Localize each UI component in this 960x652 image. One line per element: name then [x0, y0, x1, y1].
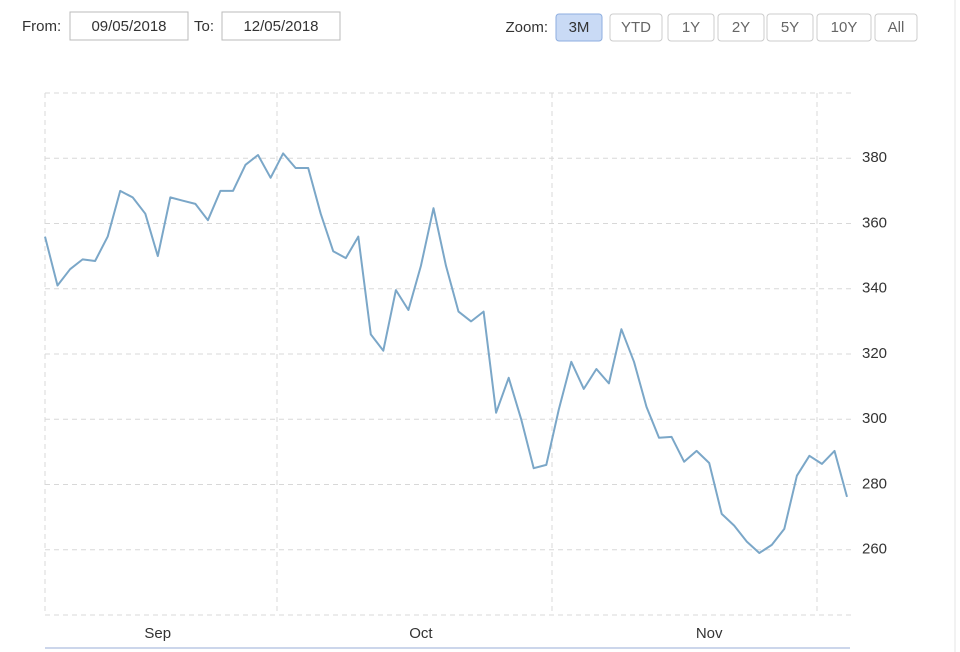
zoom-button-label[interactable]: 10Y — [831, 19, 858, 36]
y-tick-label: 260 — [862, 541, 887, 558]
zoom-button-label[interactable]: All — [888, 19, 905, 36]
y-tick-label: 340 — [862, 280, 887, 297]
zoom-button[interactable] — [816, 13, 872, 42]
zoom-button-label[interactable]: 3M — [569, 19, 590, 36]
from-label: From: — [22, 18, 61, 35]
y-tick-label: 380 — [862, 149, 887, 166]
zoom-button[interactable] — [717, 13, 765, 42]
x-tick-label: Sep — [144, 625, 171, 642]
zoom-button-label[interactable]: 5Y — [781, 19, 799, 36]
zoom-button-label[interactable]: 1Y — [682, 19, 700, 36]
zoom-button[interactable] — [609, 13, 663, 42]
to-input[interactable] — [221, 11, 341, 41]
y-tick-label: 320 — [862, 345, 887, 362]
x-tick-label: Nov — [696, 625, 723, 642]
zoom-button[interactable] — [555, 13, 603, 42]
x-tick-label: Oct — [409, 625, 433, 642]
y-tick-label: 360 — [862, 214, 887, 231]
price-line — [44, 152, 848, 554]
to-value[interactable]: 12/05/2018 — [243, 18, 318, 35]
from-input[interactable] — [69, 11, 189, 41]
from-value[interactable]: 09/05/2018 — [91, 18, 166, 35]
zoom-button[interactable] — [766, 13, 814, 42]
zoom-button-label[interactable]: YTD — [621, 19, 651, 36]
y-tick-label: 300 — [862, 410, 887, 427]
zoom-button[interactable] — [874, 13, 918, 42]
y-tick-label: 280 — [862, 475, 887, 492]
to-label: To: — [194, 18, 214, 35]
zoom-label: Zoom: — [505, 19, 548, 36]
zoom-button[interactable] — [667, 13, 715, 42]
zoom-button-label[interactable]: 2Y — [732, 19, 750, 36]
